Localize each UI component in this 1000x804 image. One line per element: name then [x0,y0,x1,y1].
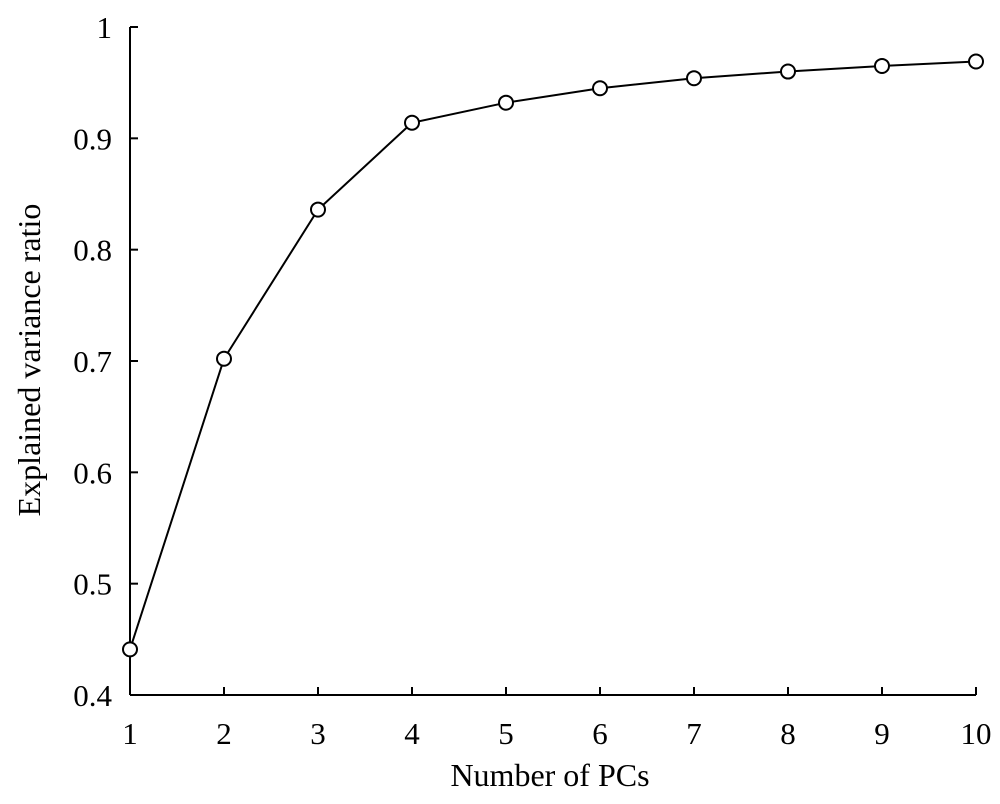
x-tick-label: 10 [961,716,992,751]
x-tick-label: 5 [498,716,514,751]
data-point [686,70,702,87]
y-tick-label: 0.5 [73,567,112,602]
series-line [129,60,977,650]
data-point [122,641,138,658]
x-axis-title: Number of PCs [450,757,649,793]
x-tick-label: 3 [310,716,326,751]
data-point [592,80,608,97]
y-tick-label: 0.4 [73,678,112,713]
y-tick-label: 1 [97,10,113,45]
x-tick-label: 8 [780,716,796,751]
ticks: 1 2 3 4 5 6 7 8 9 10 0.4 0.5 0.6 0.7 0.8 0.9 1 [73,10,991,751]
y-tick-label: 0.6 [73,455,112,490]
data-point [968,53,984,70]
x-tick-label: 2 [216,716,232,751]
data-point [310,201,326,218]
y-tick-label: 0.8 [73,233,112,268]
axes [129,27,976,696]
y-axis-title: Explained variance ratio [11,204,47,517]
x-tick-label: 4 [404,716,420,751]
x-tick-label: 6 [592,716,608,751]
x-tick-label: 7 [686,716,702,751]
data-point [216,350,232,367]
x-tick-label: 9 [874,716,890,751]
data-point [404,114,420,131]
data-point [498,94,514,111]
data-point [874,57,890,74]
y-tick-label: 0.9 [73,121,112,156]
series [122,53,984,658]
y-tick-label: 0.7 [73,344,112,379]
x-tick-label: 1 [122,716,138,751]
data-point [780,63,796,80]
